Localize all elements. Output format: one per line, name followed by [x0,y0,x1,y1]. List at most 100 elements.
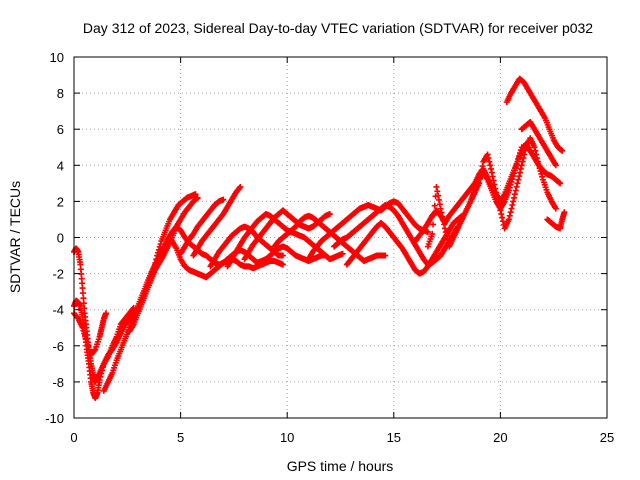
data-point [511,167,518,174]
series-track-22 [544,209,568,232]
y-tick-label: -4 [52,303,64,318]
data-point [91,347,98,354]
data-point [194,194,201,201]
data-point [479,163,486,170]
x-tick-label: 20 [493,430,507,445]
data-point [534,158,541,165]
data-point [511,170,518,177]
data-point [484,151,491,158]
data-point [488,169,495,176]
data-point [149,270,156,277]
data-point [498,211,505,218]
x-tick-label: 15 [387,430,401,445]
data-point [437,205,444,212]
data-point [237,183,244,190]
data-point [517,147,524,154]
data-point [436,201,443,208]
data-point [485,155,492,162]
axes: 0 5 10 15 20 25 -10 -8 -6 -4 -2 0 2 4 6 8 10 [45,50,614,445]
data-point [443,232,450,239]
y-tick-label: 0 [57,231,64,246]
data-point [511,194,518,201]
x-tick-label: 10 [280,430,294,445]
data-point [79,324,86,331]
data-point [516,173,523,180]
data-point [532,147,539,154]
data-point [82,333,89,340]
data-point [430,221,437,228]
data-point [519,158,526,165]
x-axis-label: GPS time / hours [287,458,394,474]
data-point [339,250,346,257]
data-point [508,178,515,185]
data-layer [71,75,568,402]
series-track-9 [190,183,244,259]
data-point [538,170,545,177]
series-track-16 [343,212,466,277]
y-tick-label: 8 [57,86,64,101]
data-point [517,169,524,176]
data-point [509,202,516,209]
data-point [537,168,544,175]
data-point [518,162,525,169]
data-point [509,176,516,183]
series-track-19 [467,144,525,212]
data-point [80,327,87,334]
y-tick-label: 10 [50,50,64,65]
data-point [102,310,109,317]
data-point [488,165,495,172]
data-point [513,161,520,168]
data-point [155,249,162,256]
data-point [506,212,513,219]
data-point [440,217,447,224]
data-point [505,216,512,223]
data-point [98,370,105,377]
data-point [533,151,540,158]
x-tick-label: 5 [177,430,184,445]
data-point [512,164,519,171]
data-point [518,144,525,151]
data-point [431,202,438,209]
y-axis-label: SDTVAR / TECUs [7,181,23,293]
data-point [429,230,436,237]
data-point [512,187,519,194]
series-track-8 [177,196,227,257]
data-point [513,183,520,190]
data-point [79,290,86,297]
data-point [192,191,199,198]
data-point [552,162,559,169]
data-point [491,181,498,188]
data-point [507,181,514,188]
data-point [435,192,442,199]
data-point [490,177,497,184]
data-point [79,285,86,292]
y-tick-label: -2 [52,267,64,282]
data-point [505,187,512,194]
data-point [424,229,431,236]
series-track-20 [503,75,566,154]
data-point [508,205,515,212]
chart-title: Day 312 of 2023, Sidereal Day-to-day VTE… [83,20,593,36]
x-tick-label: 0 [70,430,77,445]
data-point [444,236,451,243]
data-point [236,185,243,192]
data-point [157,240,164,247]
data-point [507,209,514,216]
data-point [156,243,163,250]
data-point [441,225,448,232]
data-point [499,218,506,225]
data-point [326,211,333,218]
data-point [155,246,162,253]
series-track-12 [241,207,333,263]
data-point [154,252,161,259]
x-tick-label: 25 [600,430,614,445]
data-point [557,180,564,187]
data-point [435,196,442,203]
y-tick-label: -10 [45,411,64,426]
data-point [97,373,104,380]
data-point [489,173,496,180]
data-point [515,176,522,183]
y-tick-label: 4 [57,158,64,173]
data-point [506,184,513,191]
